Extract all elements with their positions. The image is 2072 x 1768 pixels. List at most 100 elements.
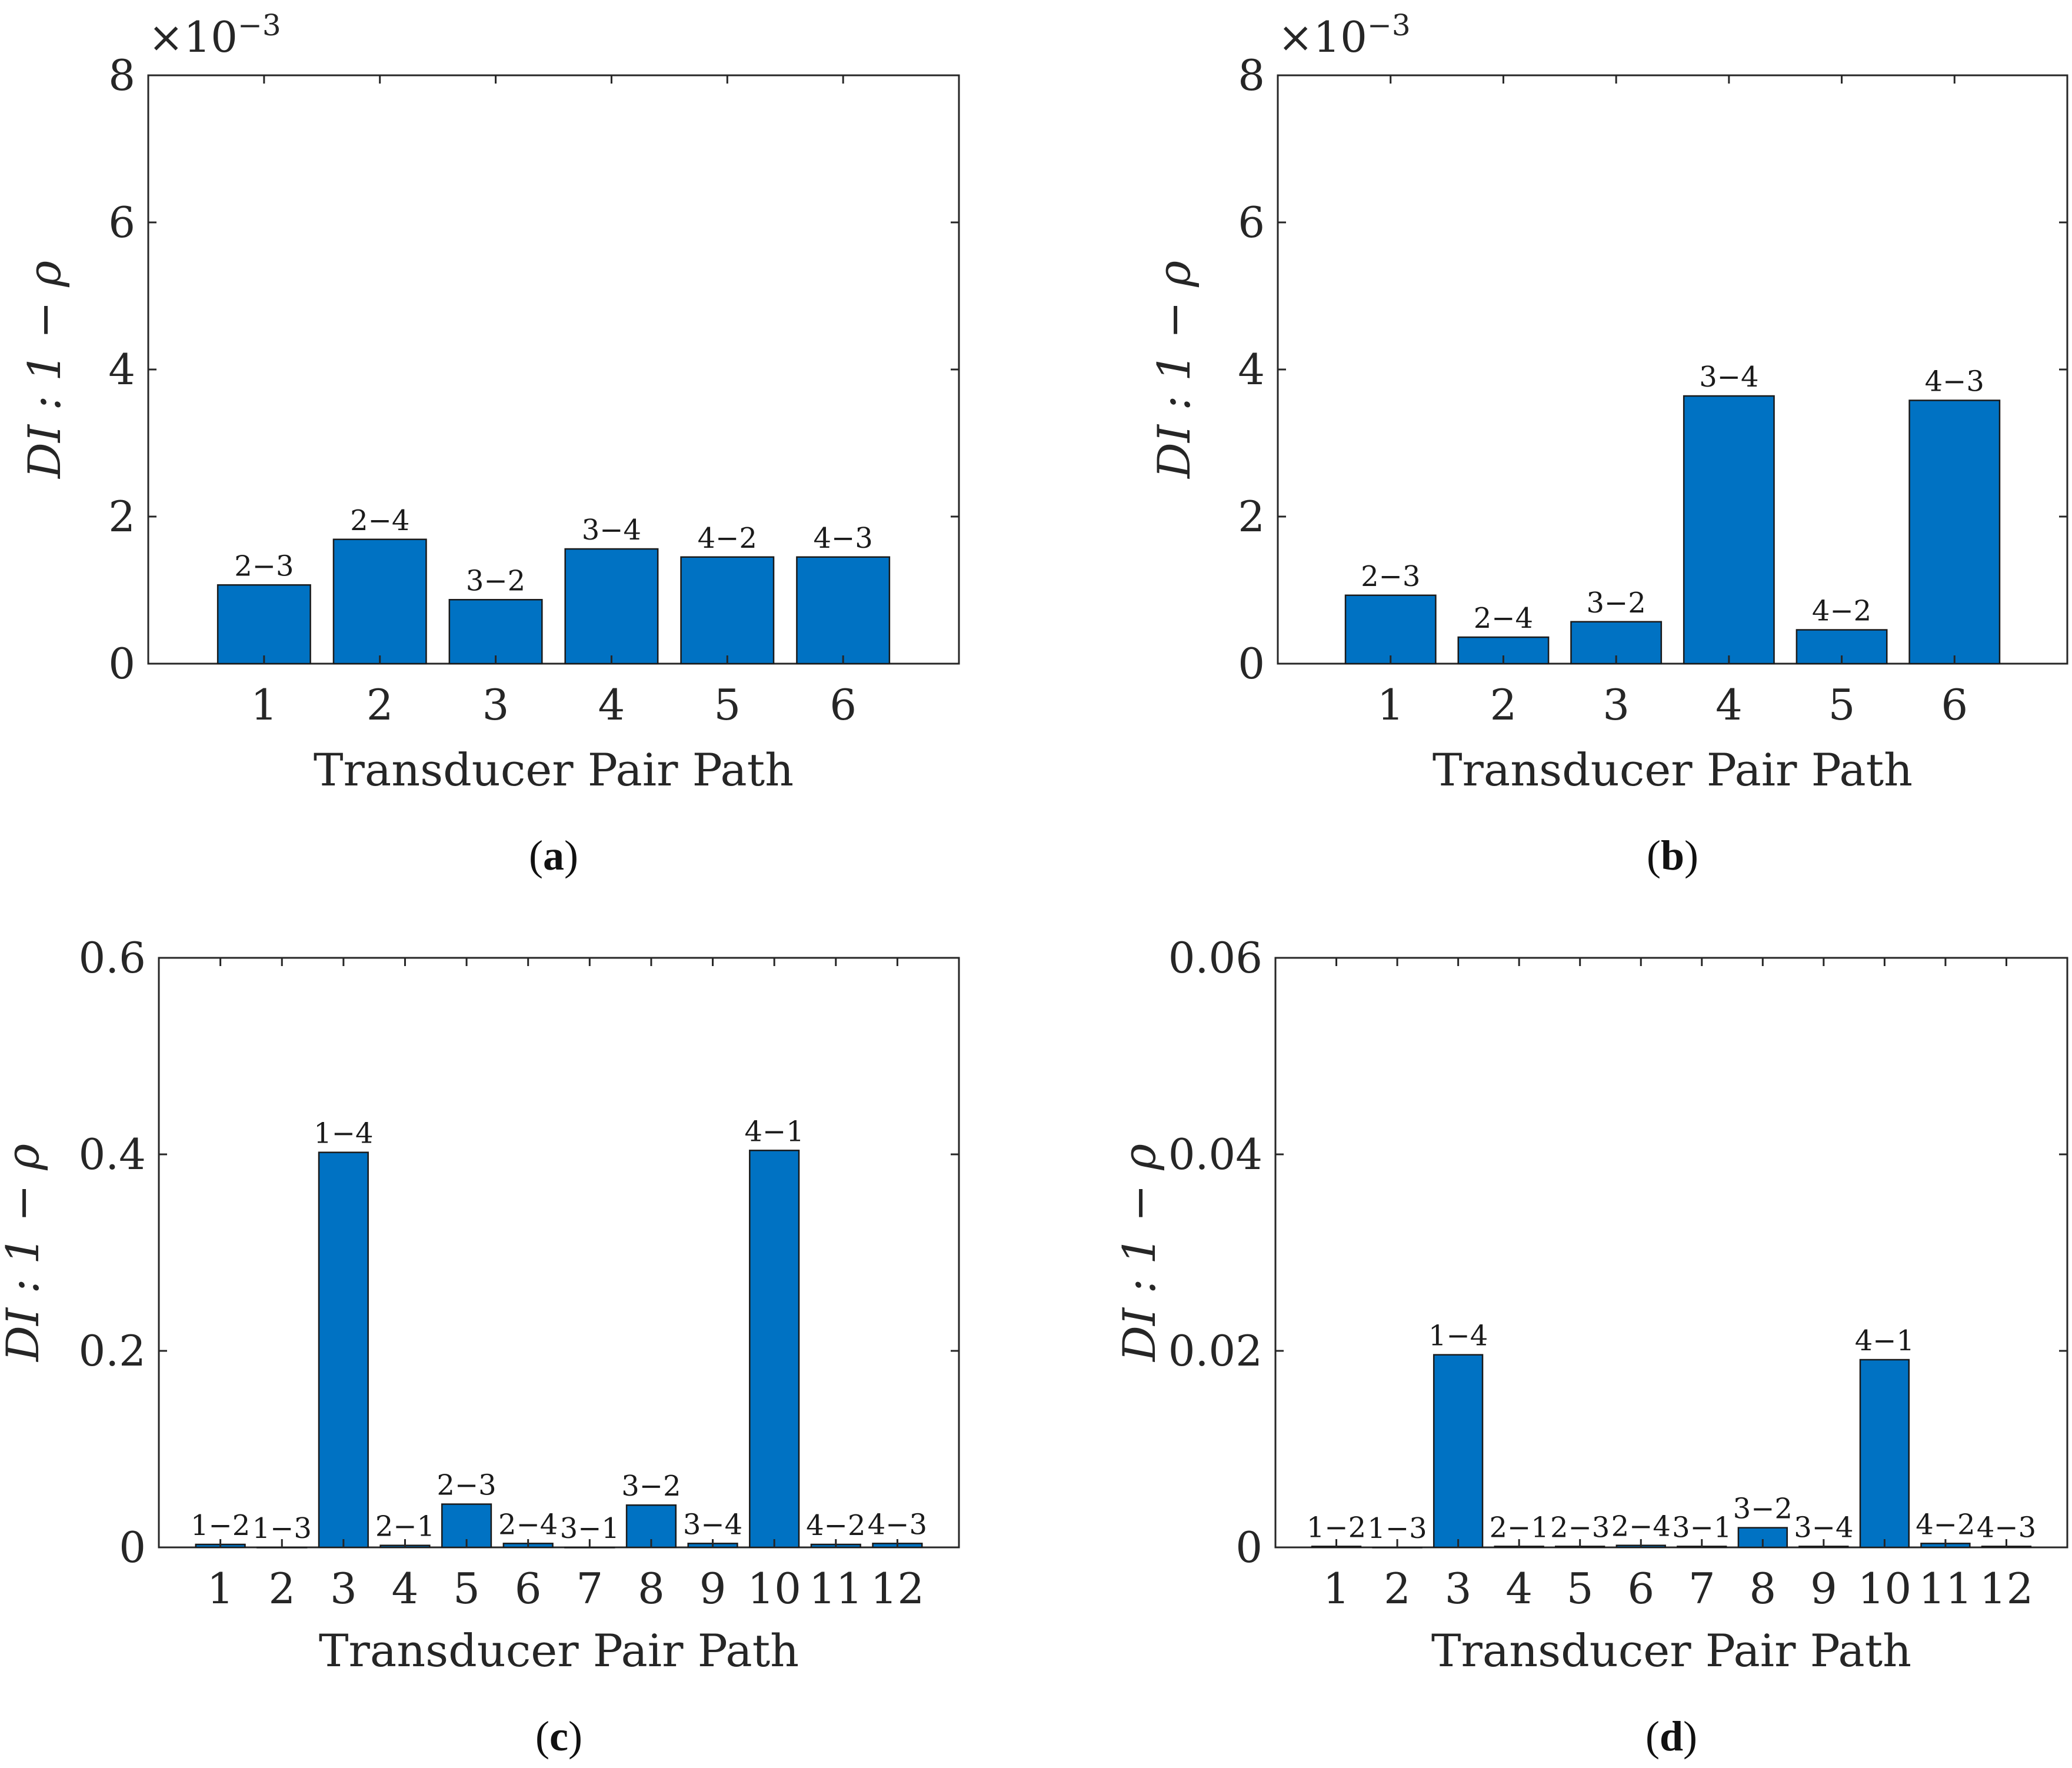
bar-data-label: 1−3	[252, 1512, 312, 1545]
bar-data-label: 4−3	[868, 1508, 927, 1541]
bar	[448, 599, 543, 665]
y-tick-label: 0.6	[78, 933, 146, 983]
y-axis-title: DI : 1 − ρ	[1148, 261, 1200, 480]
x-tick-label: 5	[714, 680, 741, 730]
bar	[1344, 594, 1437, 665]
bar-data-label: 3−2	[1733, 1493, 1793, 1526]
panel-b: 0 2 4 6 8 ×10−3 1 2−3 2 2−4 3 3−2 4 3−4 5 4−2 6 4−3 Transd…	[1148, 8, 2068, 879]
x-tick-label: 8	[1749, 1564, 1776, 1613]
y-tick-label: 6	[1238, 198, 1265, 247]
bar-data-label: 2−4	[1474, 602, 1533, 635]
y-tick-label: 0.4	[78, 1130, 146, 1179]
panel-caption: (a)	[529, 832, 578, 879]
bar	[680, 556, 775, 665]
bar-data-label: 4−1	[745, 1115, 804, 1148]
plot-area	[158, 957, 960, 1549]
y-tick-label: 2	[108, 492, 135, 541]
bar-data-label: 2−3	[1550, 1511, 1610, 1544]
y-tick-label: 4	[1238, 345, 1265, 394]
x-tick-label: 10	[1858, 1564, 1912, 1613]
x-tick-label: 12	[871, 1564, 925, 1613]
y-exponent-label: ×10−3	[148, 8, 281, 62]
x-tick-label: 2	[1490, 680, 1517, 730]
y-axis-title: DI : 1 − ρ	[18, 261, 71, 480]
bar-data-label: 1−4	[314, 1117, 373, 1150]
plot-area	[1274, 957, 2068, 1549]
bar-data-label: 4−3	[813, 522, 872, 555]
x-tick-label: 11	[809, 1564, 863, 1613]
x-tick-label: 12	[1980, 1564, 2034, 1613]
x-tick-label: 3	[1603, 680, 1630, 730]
x-tick-label: 2	[268, 1564, 295, 1613]
panel-a: 0 2 4 6 8 ×10−3 1 2−3 2 2−4 3 3−2 4 3−4 5 4−2 6 4−3 Transd…	[18, 8, 960, 879]
bar	[1433, 1354, 1484, 1549]
panel-d: 0 0.02 0.04 0.06 1 1−2 2 1−3 3 1−4 4 2−1 5 2−3 6 2−4 7 3−…	[1113, 933, 2068, 1760]
bar	[256, 1546, 308, 1549]
bar-data-label: 4−1	[1855, 1324, 1914, 1357]
bar	[1908, 399, 2001, 665]
x-tick-label: 7	[1688, 1564, 1715, 1613]
bar-data-label: 3−4	[1699, 361, 1758, 394]
bar	[564, 548, 659, 665]
y-tick-label: 0	[119, 1523, 146, 1572]
y-tick-label: 0	[1235, 1523, 1262, 1572]
bar	[1683, 395, 1775, 665]
bar-data-label: 1−2	[1307, 1511, 1366, 1544]
bar	[318, 1151, 369, 1549]
y-tick-label: 2	[1238, 492, 1265, 541]
y-exponent-power: −3	[1367, 8, 1411, 42]
bar-data-label: 3−1	[1672, 1511, 1731, 1544]
y-tick-label: 0.2	[78, 1326, 146, 1376]
x-tick-label: 1	[1323, 1564, 1350, 1613]
bar-data-label: 3−4	[1794, 1511, 1853, 1544]
bar-data-label: 2−4	[498, 1508, 558, 1541]
bar-data-label: 3−2	[1586, 587, 1645, 620]
bar	[749, 1150, 800, 1549]
x-tick-label: 9	[1810, 1564, 1837, 1613]
y-axis-title: DI : 1 − ρ	[0, 1144, 49, 1363]
bar-data-label: 2−4	[1611, 1510, 1671, 1543]
x-tick-label: 9	[699, 1564, 727, 1613]
bar-data-label: 3−4	[683, 1508, 742, 1541]
bar-data-label: 3−2	[466, 564, 525, 597]
y-tick-label: 0.02	[1168, 1326, 1262, 1376]
x-axis-title: Transducer Pair Path	[1431, 1624, 1911, 1677]
bar-data-label: 1−4	[1428, 1320, 1488, 1353]
x-axis-title: Transducer Pair Path	[1433, 744, 1913, 796]
bar-data-label: 2−1	[375, 1510, 435, 1543]
x-tick-label: 4	[1505, 1564, 1533, 1613]
x-tick-label: 6	[515, 1564, 542, 1613]
y-exponent-label: ×10−3	[1278, 8, 1411, 62]
x-tick-label: 11	[1918, 1564, 1973, 1613]
bar-data-label: 2−3	[437, 1469, 496, 1502]
x-tick-label: 1	[1377, 680, 1404, 730]
x-tick-label: 2	[367, 680, 394, 730]
y-tick-label: 0.06	[1168, 933, 1262, 983]
x-tick-label: 5	[1567, 1564, 1594, 1613]
y-exponent-base: ×10	[148, 12, 238, 62]
x-tick-label: 1	[207, 1564, 234, 1613]
bar-data-label: 3−2	[621, 1470, 681, 1503]
x-tick-label: 1	[251, 680, 278, 730]
bar-data-label: 3−4	[582, 514, 641, 547]
bar-data-label: 4−2	[806, 1509, 865, 1542]
y-tick-label: 4	[108, 345, 135, 394]
bar	[1372, 1546, 1423, 1549]
bar-data-label: 2−4	[350, 504, 409, 537]
x-tick-label: 10	[747, 1564, 801, 1613]
bar-data-label: 4−3	[1977, 1511, 2036, 1544]
panel-caption: (b)	[1647, 832, 1698, 879]
bar-data-label: 2−3	[1361, 560, 1420, 593]
x-tick-label: 3	[482, 680, 509, 730]
x-tick-label: 6	[1941, 680, 1968, 730]
bar-data-label: 3−1	[560, 1512, 619, 1545]
x-tick-label: 4	[1715, 680, 1743, 730]
x-tick-label: 3	[330, 1564, 357, 1613]
x-tick-label: 4	[392, 1564, 419, 1613]
bar-data-label: 4−3	[1925, 365, 1984, 398]
x-tick-label: 6	[830, 680, 857, 730]
panel-c: 00.20.40.611−221−331−442−152−362−473−183…	[0, 933, 960, 1760]
y-exponent-base: ×10	[1278, 12, 1367, 62]
x-tick-label: 8	[638, 1564, 665, 1613]
